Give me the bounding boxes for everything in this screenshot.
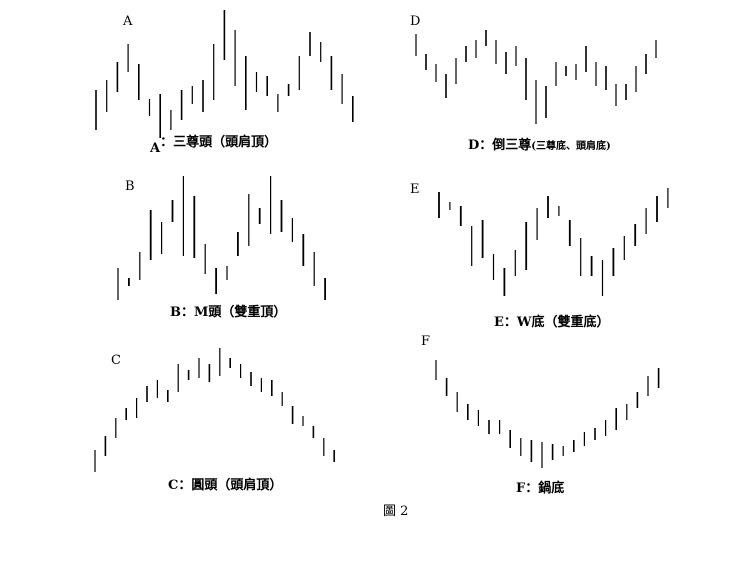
panel-e-bars xyxy=(438,188,669,296)
panel-f: F F：鍋底 xyxy=(421,334,660,496)
panel-d-caption: D：倒三尊(三尊底、頭肩底) xyxy=(468,137,611,153)
panel-e-caption: E：W底（雙重底） xyxy=(494,314,610,330)
panel-b: B B：M頭（雙重頂） xyxy=(117,176,327,320)
panel-b-caption: B：M頭（雙重頂） xyxy=(170,304,286,320)
panel-a-letter: A xyxy=(122,14,133,29)
panel-d-letter: D xyxy=(410,14,420,29)
figure-label: 圖 2 xyxy=(383,504,408,519)
panel-c-bars xyxy=(94,348,336,472)
panel-b-letter: B xyxy=(125,179,135,194)
panel-e-letter: E xyxy=(410,182,420,197)
panel-f-caption: F：鍋底 xyxy=(516,480,564,496)
panel-b-bars xyxy=(117,176,327,300)
panel-c-letter: C xyxy=(111,353,121,368)
panel-d-bars xyxy=(415,30,657,124)
panel-f-bars xyxy=(435,360,660,468)
panel-a-caption: A：三尊頭（頭肩頂） xyxy=(149,134,277,156)
panel-c-caption: C：圓頭（頭肩頂） xyxy=(168,477,282,493)
panel-e: E E：W底（雙重底） xyxy=(410,182,669,330)
panel-f-letter: F xyxy=(421,334,430,349)
panel-d: D D：倒三尊(三尊底、頭肩底) xyxy=(410,14,657,153)
panel-a-bars xyxy=(95,10,354,138)
panel-c: C C：圓頭（頭肩頂） xyxy=(94,348,336,493)
panel-a: A A：三尊頭（頭肩頂） xyxy=(95,10,354,156)
